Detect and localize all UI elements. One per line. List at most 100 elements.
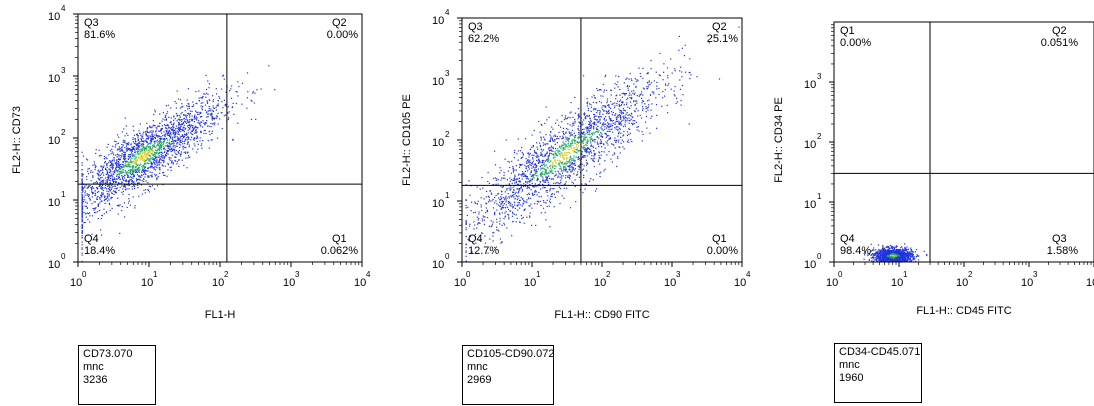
event-dot — [86, 176, 88, 178]
event-dot — [163, 124, 166, 126]
event-dot — [539, 131, 541, 133]
event-dot — [540, 167, 542, 169]
event-dot — [576, 149, 578, 151]
event-dot — [256, 89, 258, 91]
event-dot — [128, 161, 130, 164]
event-dot — [81, 208, 83, 210]
event-dot — [125, 158, 127, 160]
event-dot — [641, 131, 643, 133]
event-dot — [560, 126, 562, 128]
event-dot — [150, 141, 152, 143]
event-dot — [114, 146, 116, 148]
event-dot — [563, 157, 565, 159]
event-dot — [485, 196, 487, 198]
event-dot — [560, 179, 562, 181]
event-dot — [887, 246, 889, 248]
event-dot — [136, 168, 138, 170]
event-dot — [513, 191, 515, 193]
event-dot — [642, 94, 644, 96]
event-dot — [605, 133, 608, 135]
event-dot — [615, 128, 617, 130]
event-dot — [599, 88, 601, 91]
event-dot — [142, 165, 145, 167]
event-dot — [565, 118, 567, 120]
event-dot — [506, 197, 508, 199]
event-dot — [543, 138, 545, 140]
event-dot — [630, 101, 632, 103]
event-dot — [142, 153, 144, 155]
event-dot — [125, 172, 127, 174]
event-dot — [632, 116, 634, 119]
event-dot — [553, 156, 555, 158]
event-dot — [538, 191, 540, 194]
event-dot — [508, 196, 510, 198]
event-dot — [186, 114, 188, 117]
event-dot — [111, 148, 113, 150]
event-dot — [610, 128, 612, 131]
event-dot — [166, 128, 168, 130]
event-dot — [680, 104, 682, 106]
event-dot — [633, 100, 635, 102]
event-dot — [170, 117, 172, 119]
event-dot — [550, 167, 552, 169]
event-dot — [895, 250, 897, 252]
event-dot — [614, 105, 616, 107]
event-dot — [160, 143, 163, 145]
event-dot — [142, 143, 144, 145]
event-dot — [592, 158, 594, 160]
event-dot — [603, 117, 605, 119]
event-dot — [557, 176, 559, 178]
event-dot — [607, 113, 609, 115]
event-dot — [174, 132, 176, 134]
event-dot — [502, 200, 504, 203]
quadrant-name: Q4 — [84, 233, 99, 245]
event-dot — [573, 132, 575, 134]
event-dot — [598, 109, 600, 111]
event-dot — [158, 143, 161, 145]
event-dot — [612, 154, 614, 156]
event-dot — [611, 111, 613, 113]
event-dot — [162, 138, 164, 140]
event-dot — [183, 131, 185, 133]
event-dot — [516, 188, 518, 190]
event-dot — [103, 187, 105, 189]
event-dot — [614, 123, 616, 125]
event-dot — [667, 112, 669, 114]
event-dot — [137, 137, 139, 139]
event-dot — [268, 65, 270, 67]
event-dot — [595, 108, 597, 110]
event-dot — [514, 204, 516, 206]
event-dot — [112, 145, 114, 147]
event-dot — [115, 192, 117, 194]
event-dot — [552, 165, 554, 167]
event-dot — [124, 151, 126, 153]
event-dot — [540, 164, 542, 166]
event-dot — [177, 138, 179, 140]
event-dot — [100, 184, 102, 186]
event-dot — [586, 141, 588, 143]
event-dot — [173, 142, 175, 144]
event-dot — [544, 212, 546, 214]
event-dot — [110, 164, 112, 166]
event-dot — [619, 121, 621, 123]
event-dot — [615, 140, 617, 142]
event-dot — [489, 190, 491, 192]
event-dot — [106, 180, 108, 182]
event-dot — [494, 211, 496, 213]
event-dot — [600, 140, 602, 142]
event-dot — [121, 144, 123, 146]
event-dot — [510, 172, 512, 174]
event-dot — [905, 247, 907, 249]
event-dot — [583, 131, 585, 133]
event-dot — [571, 171, 573, 173]
event-dot — [636, 79, 638, 81]
event-dot — [81, 231, 83, 233]
event-dot — [135, 161, 137, 163]
event-dot — [93, 192, 95, 194]
event-dot — [609, 130, 611, 133]
event-dot — [134, 169, 137, 171]
event-dot — [173, 140, 176, 142]
event-dot — [139, 162, 141, 164]
event-dot — [170, 129, 172, 131]
event-dot — [538, 120, 540, 123]
